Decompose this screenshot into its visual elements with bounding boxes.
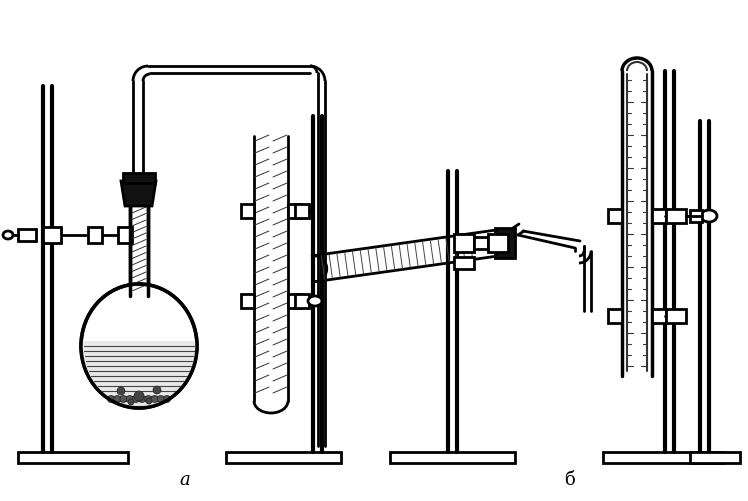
Circle shape: [128, 399, 134, 405]
Bar: [652, 209, 666, 223]
Polygon shape: [81, 341, 197, 408]
Bar: [43, 227, 61, 243]
Circle shape: [153, 386, 161, 394]
Circle shape: [117, 387, 125, 395]
Bar: [474, 237, 488, 249]
Polygon shape: [495, 228, 515, 259]
Circle shape: [134, 391, 144, 401]
Circle shape: [108, 396, 114, 403]
Bar: [118, 227, 132, 243]
Bar: [608, 209, 622, 223]
Bar: [288, 295, 301, 309]
Bar: [241, 295, 254, 309]
Ellipse shape: [3, 231, 13, 239]
Bar: [690, 452, 740, 463]
Bar: [18, 452, 128, 463]
Bar: [226, 452, 341, 463]
Ellipse shape: [701, 210, 717, 222]
Bar: [390, 452, 515, 463]
Circle shape: [157, 396, 165, 403]
Bar: [603, 452, 723, 463]
Circle shape: [138, 396, 146, 403]
Bar: [18, 229, 36, 241]
Bar: [454, 234, 474, 253]
Bar: [288, 204, 301, 218]
Bar: [690, 210, 702, 222]
Bar: [88, 227, 102, 243]
Circle shape: [126, 396, 133, 403]
Circle shape: [120, 396, 127, 403]
Circle shape: [151, 396, 158, 403]
Text: a: a: [180, 470, 191, 488]
Bar: [295, 204, 309, 218]
Bar: [652, 310, 666, 323]
Circle shape: [132, 396, 139, 403]
Bar: [454, 258, 474, 270]
Circle shape: [146, 398, 152, 404]
Ellipse shape: [81, 285, 197, 408]
Bar: [295, 295, 309, 309]
Bar: [123, 174, 155, 184]
Bar: [608, 310, 622, 323]
Bar: [241, 204, 254, 218]
Ellipse shape: [308, 297, 322, 307]
Circle shape: [164, 396, 171, 403]
Bar: [666, 209, 686, 223]
Polygon shape: [121, 182, 156, 206]
Circle shape: [145, 396, 152, 403]
Circle shape: [114, 396, 120, 403]
Bar: [666, 310, 686, 323]
Bar: [130, 292, 148, 302]
Bar: [488, 234, 508, 253]
Text: б: б: [565, 470, 575, 488]
